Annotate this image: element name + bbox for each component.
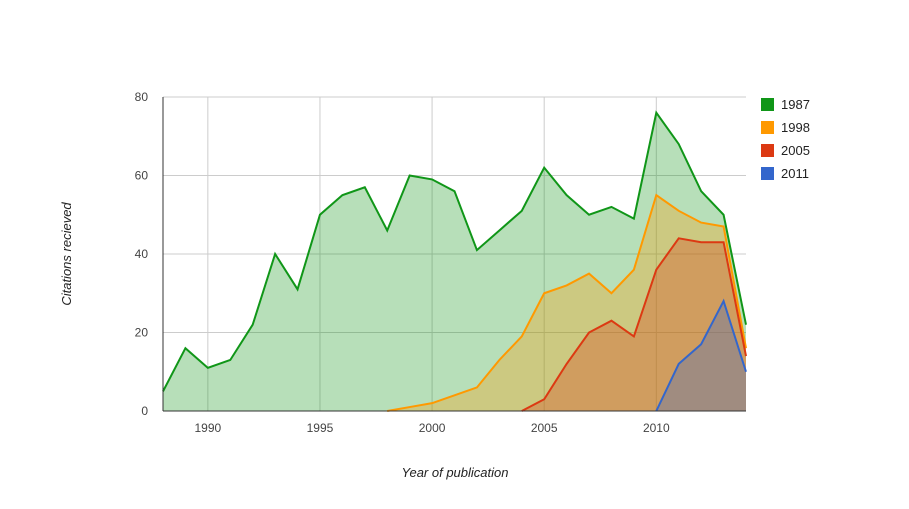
grid [163,96,746,411]
legend-item-1987: 1987 [761,97,810,112]
line-series-2011 [655,298,747,412]
legend-swatch-1987 [761,98,774,111]
y-tick-label-0: 0 [141,404,148,418]
area-series-2005 [521,238,746,411]
x-tick-label-2010: 2010 [643,421,670,435]
x-tick-label-2005: 2005 [531,421,558,435]
legend-swatch-2011 [761,167,774,180]
series-areas [163,112,746,411]
legend-label-1987: 1987 [781,97,810,112]
legend-item-1998: 1998 [761,120,810,135]
legend-swatch-1998 [761,121,774,134]
y-tick-label-80: 80 [135,90,149,104]
x-tick-label-1990: 1990 [194,421,221,435]
y-tick-labels: 0 20 40 60 80 [135,90,149,418]
legend-item-2005: 2005 [761,143,810,158]
area-series-1987 [163,112,746,411]
legend-swatch-2005 [761,144,774,157]
x-tick-labels: 1990 1995 2000 2005 2010 [194,421,669,435]
y-tick-label-60: 60 [135,169,149,183]
y-tick-label-40: 40 [135,247,149,261]
area-series-2011 [656,301,746,411]
area-series-1998 [387,195,746,411]
series-lines [162,110,747,412]
line-series-1987 [162,110,747,392]
legend-item-2011: 2011 [761,166,809,181]
x-tick-label-2000: 2000 [419,421,446,435]
axes [162,97,746,412]
y-tick-label-20: 20 [135,326,149,340]
x-tick-label-1995: 1995 [307,421,334,435]
y-axis-title: Citations recieved [59,202,74,306]
line-series-2005 [521,237,747,412]
legend-label-2005: 2005 [781,143,810,158]
legend-label-2011: 2011 [781,166,809,181]
legend: 1987 1998 2005 2011 [761,97,810,181]
x-axis-title: Year of publication [402,465,509,480]
line-series-1998 [387,193,747,412]
legend-label-1998: 1998 [781,120,810,135]
